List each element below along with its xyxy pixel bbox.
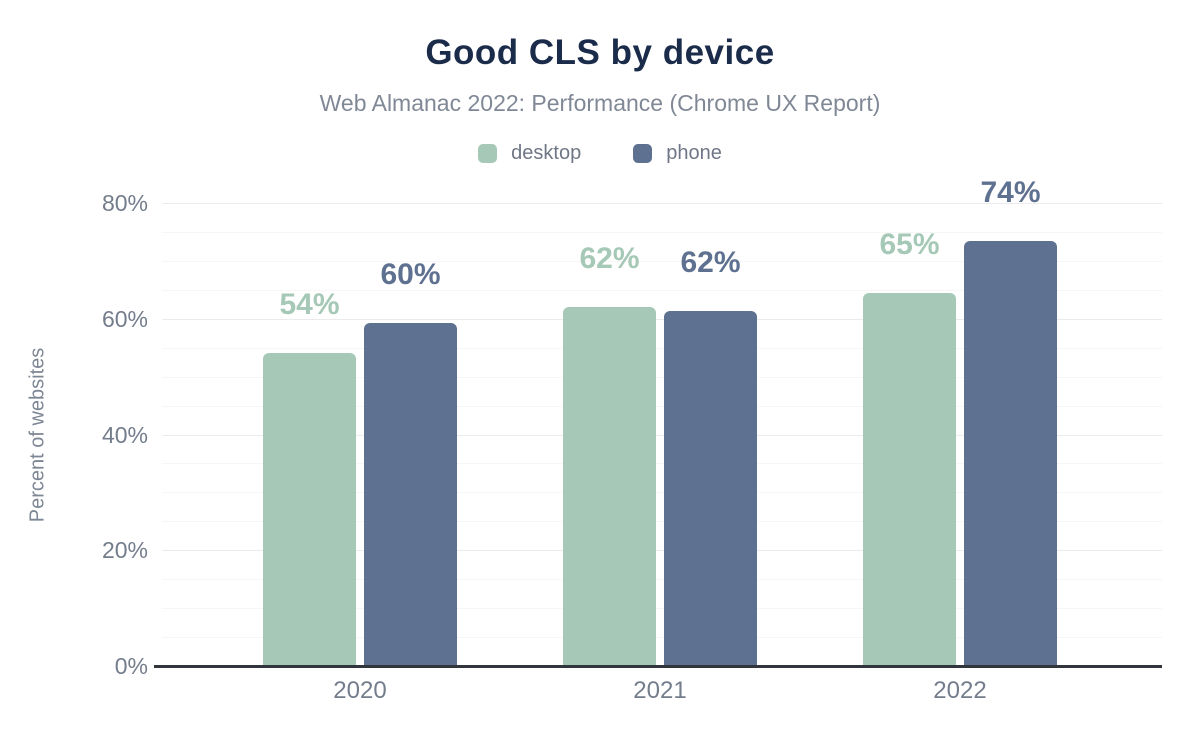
gridline-major-40 xyxy=(162,434,1162,436)
y-tick-label-0: 0% xyxy=(114,653,148,679)
gridline-minor-30 xyxy=(162,492,1162,494)
legend-swatch-phone xyxy=(633,144,653,163)
bar-label-desktop-2020: 54% xyxy=(279,287,340,321)
bar-label-desktop-2021: 62% xyxy=(579,241,640,275)
legend-item-phone: phone xyxy=(633,142,722,165)
gridline-minor-70 xyxy=(162,260,1162,262)
bar-desktop-2020 xyxy=(263,352,356,666)
bar-label-phone-2021: 62% xyxy=(680,245,741,279)
gridline-minor-10 xyxy=(162,608,1162,610)
chart-title: Good CLS by device xyxy=(425,33,775,72)
bar-label-desktop-2022: 65% xyxy=(879,228,940,262)
bar-desktop-2021 xyxy=(563,306,656,666)
bar-label-phone-2020: 60% xyxy=(380,257,441,291)
gridline-minor-35 xyxy=(162,463,1162,465)
x-tick-label-2021: 2021 xyxy=(633,677,687,704)
gridline-minor-15 xyxy=(162,579,1162,581)
legend: desktop phone xyxy=(0,142,1200,165)
y-tick-label-40: 40% xyxy=(101,421,148,448)
chart-subtitle: Web Almanac 2022: Performance (Chrome UX… xyxy=(319,90,881,116)
y-tick-label-60: 60% xyxy=(101,305,148,332)
legend-label-phone: phone xyxy=(666,142,722,164)
legend-swatch-desktop xyxy=(478,144,498,163)
plot-area: 54% 60% 62% 62% 65% 74% xyxy=(154,176,1162,668)
gridline-major-20 xyxy=(162,550,1162,552)
x-tick-label-2020: 2020 xyxy=(333,677,387,704)
x-axis-line xyxy=(154,665,1162,668)
bar-phone-2022 xyxy=(964,240,1057,666)
gridline-major-80 xyxy=(162,203,1162,204)
y-tick-label-20: 20% xyxy=(101,537,148,564)
bar-desktop-2022 xyxy=(863,293,956,666)
bar-phone-2021 xyxy=(664,310,757,666)
y-axis-title: Percent of websites xyxy=(26,347,49,523)
gridline-minor-65 xyxy=(162,289,1162,291)
gridline-minor-75 xyxy=(162,231,1162,233)
gridline-minor-50 xyxy=(162,376,1162,378)
bar-phone-2020 xyxy=(364,322,457,666)
legend-item-desktop: desktop xyxy=(478,142,581,165)
gridline-minor-5 xyxy=(162,637,1162,639)
gridline-minor-25 xyxy=(162,521,1162,523)
gridline-major-60 xyxy=(162,318,1162,320)
legend-label-desktop: desktop xyxy=(511,142,582,164)
gridline-minor-45 xyxy=(162,405,1162,407)
gridline-minor-55 xyxy=(162,347,1162,349)
y-tick-label-80: 80% xyxy=(101,190,148,216)
bar-label-phone-2022: 74% xyxy=(980,175,1041,209)
x-tick-label-2022: 2022 xyxy=(933,677,987,704)
